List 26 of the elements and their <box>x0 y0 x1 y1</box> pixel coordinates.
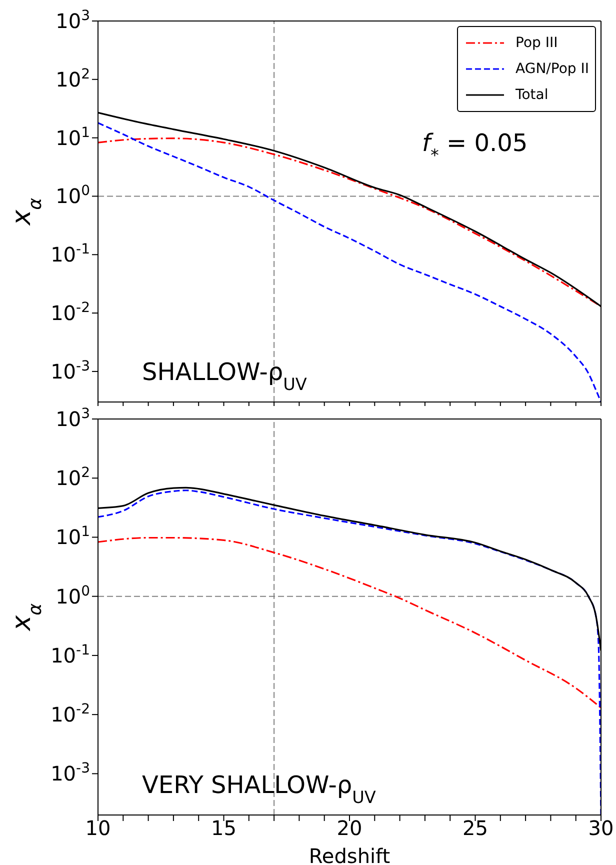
y-tick-label: 10$^{-3}$ <box>50 358 90 384</box>
x-tick-label: 30 <box>588 816 614 840</box>
y-tick-label: 10$^{-1}$ <box>50 642 90 668</box>
legend-label: AGN/Pop II <box>516 61 589 77</box>
x-axis-title: Redshift <box>308 844 390 865</box>
x-tick-label: 20 <box>336 816 362 840</box>
y-tick-label: 10$^{2}$ <box>56 465 90 490</box>
y-tick-label: 10$^{1}$ <box>56 524 90 550</box>
legend-label: Pop III <box>516 35 558 51</box>
x-tick-label: 15 <box>211 816 236 840</box>
annotation: f$_{*}$ = 0.05 <box>422 129 528 165</box>
y-tick-label: 10$^{2}$ <box>56 66 90 92</box>
y-tick-label: 10$^{3}$ <box>56 406 90 431</box>
legend-label: Total <box>516 87 548 103</box>
y-tick-label: 10$^{-2}$ <box>50 300 90 326</box>
x-tick-label: 10 <box>85 816 111 840</box>
annotation: VERY SHALLOW-ρ$_{UV}$ <box>142 771 376 807</box>
annotation: SHALLOW-ρ$_{UV}$ <box>142 358 308 394</box>
y-tick-label: 10$^{0}$ <box>56 583 90 608</box>
x-tick-label: 25 <box>462 816 488 840</box>
y-tick-label: 10$^{-3}$ <box>50 760 90 786</box>
y-tick-label: 10$^{-1}$ <box>50 242 90 267</box>
y-tick-label: 10$^{3}$ <box>56 8 90 33</box>
y-tick-label: 10$^{0}$ <box>56 183 90 208</box>
y-tick-label: 10$^{-2}$ <box>50 702 90 727</box>
y-tick-label: 10$^{1}$ <box>56 124 90 150</box>
